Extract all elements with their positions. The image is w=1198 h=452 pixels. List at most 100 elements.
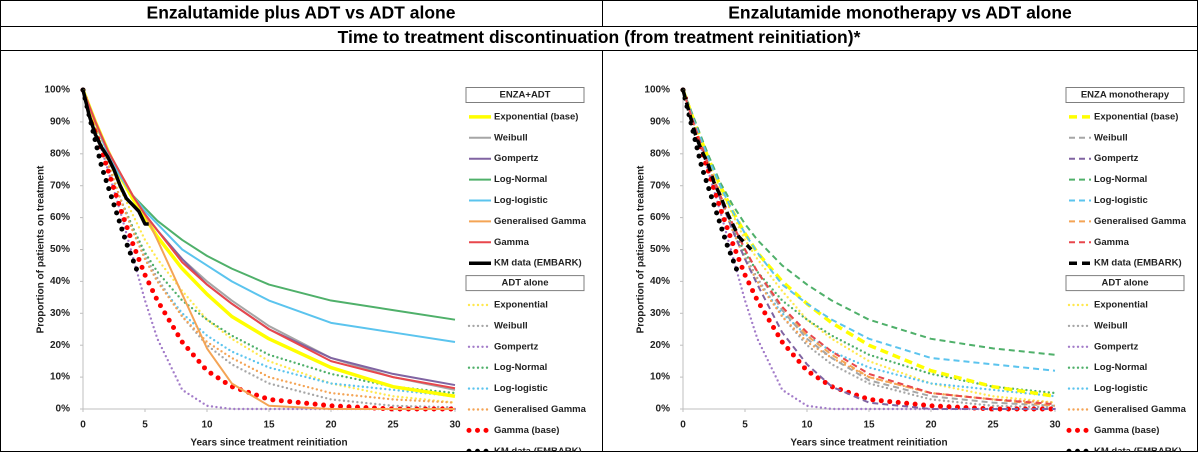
legend-heading-box <box>1065 87 1185 103</box>
y-tick-label: 0% <box>56 404 71 415</box>
legend-label: Exponential <box>494 300 548 311</box>
legend-label: Gamma (base) <box>1094 425 1159 436</box>
legend-label: Weibull <box>494 132 528 143</box>
y-tick-label: 20% <box>50 340 70 351</box>
y-tick-label: 0% <box>656 404 671 415</box>
x-axis-label: Years since treatment reinitiation <box>790 438 947 449</box>
x-tick-label: 5 <box>742 420 748 431</box>
legend-heading: ADT alone <box>502 278 549 289</box>
legend-heading: ENZA monotherapy <box>1081 90 1170 101</box>
series-line <box>681 89 1056 398</box>
series-line <box>82 89 456 390</box>
legend-label: Weibull <box>1094 132 1128 143</box>
y-tick-label: 80% <box>50 148 70 159</box>
legend-label: Generalised Gamma <box>494 216 587 227</box>
y-tick-label: 10% <box>50 372 70 383</box>
legend-heading-box <box>465 87 585 103</box>
series-line <box>81 89 456 398</box>
legend-label: Exponential <box>1094 300 1148 311</box>
legend-label: KM data (EMBARK) <box>494 258 582 269</box>
legend-label: Log-Normal <box>1094 174 1147 185</box>
x-axis-label: Years since treatment reinitiation <box>190 438 347 449</box>
x-tick-label: 20 <box>925 420 937 431</box>
legend-label: KM data (EMBARK) <box>1094 446 1182 452</box>
series-line <box>81 88 457 395</box>
x-tick-label: 5 <box>142 420 148 431</box>
y-tick-label: 40% <box>50 276 70 287</box>
legend-label: KM data (EMBARK) <box>1094 258 1182 269</box>
x-tick-label: 30 <box>1049 420 1061 431</box>
x-tick-label: 0 <box>680 420 686 431</box>
legend-label: Log-Normal <box>494 174 547 185</box>
series-line <box>682 89 1056 407</box>
series-line <box>681 89 753 251</box>
y-tick-label: 20% <box>650 340 670 351</box>
legend-label: Weibull <box>494 320 528 331</box>
legend-heading-box <box>465 275 585 292</box>
legend-label: Exponential (base) <box>1094 111 1178 122</box>
y-tick-label: 100% <box>644 85 670 96</box>
column-header: Enzalutamide plus ADT vs ADT alone <box>147 3 456 23</box>
series-line <box>81 88 457 398</box>
row-header: Time to treatment discontinuation (from … <box>338 27 861 47</box>
y-tick-label: 70% <box>50 180 70 191</box>
series-line <box>82 89 456 391</box>
legend-label: Weibull <box>1094 320 1128 331</box>
legend-label: Gompertz <box>1094 341 1139 352</box>
legend-label: Log-logistic <box>494 383 548 394</box>
legend-label: Log-logistic <box>1094 383 1148 394</box>
legend-heading: ENZA+ADT <box>500 90 551 101</box>
x-tick-label: 10 <box>201 420 213 431</box>
column-header: Enzalutamide monotherapy vs ADT alone <box>728 3 1072 23</box>
legend-label: Log-logistic <box>494 195 548 206</box>
x-tick-label: 25 <box>987 420 999 431</box>
series-line <box>682 89 1056 356</box>
series-line <box>80 87 458 412</box>
x-tick-label: 10 <box>801 420 813 431</box>
legend-label: Gamma (base) <box>494 425 559 436</box>
legend-label: Generalised Gamma <box>494 404 587 415</box>
legend-label: Generalised Gamma <box>1094 216 1187 227</box>
y-tick-label: 50% <box>50 244 70 255</box>
series-line <box>680 87 742 278</box>
y-tick-label: 70% <box>650 180 670 191</box>
legend-heading-box <box>1065 275 1185 292</box>
legend-label: Exponential (base) <box>494 111 578 122</box>
y-tick-label: 90% <box>50 117 70 128</box>
legend-label: Gamma <box>1094 237 1130 248</box>
x-tick-label: 25 <box>387 420 399 431</box>
y-axis-label: Proportion of patients on treatment <box>636 165 647 333</box>
series-line <box>681 88 1057 411</box>
legend-label: Generalised Gamma <box>1094 404 1187 415</box>
legend-heading: ADT alone <box>1102 278 1149 289</box>
y-tick-label: 90% <box>650 117 670 128</box>
y-tick-label: 30% <box>50 308 70 319</box>
x-tick-label: 30 <box>449 420 461 431</box>
y-tick-label: 10% <box>650 372 670 383</box>
x-tick-label: 15 <box>263 420 275 431</box>
y-tick-label: 30% <box>650 308 670 319</box>
series-line <box>81 88 457 404</box>
x-tick-label: 0 <box>80 420 86 431</box>
legend-label: Gompertz <box>494 153 539 164</box>
series-line <box>680 87 1058 412</box>
y-tick-label: 40% <box>650 276 670 287</box>
y-tick-label: 50% <box>650 244 670 255</box>
y-tick-label: 100% <box>44 85 70 96</box>
y-axis-label: Proportion of patients on treatment <box>36 165 47 333</box>
x-tick-label: 15 <box>863 420 875 431</box>
legend-label: Log-logistic <box>1094 195 1148 206</box>
series-line <box>81 89 149 226</box>
y-tick-label: 80% <box>650 148 670 159</box>
series-line <box>681 88 1057 398</box>
series-line <box>82 89 456 343</box>
legend-label: Log-Normal <box>494 362 547 373</box>
series-line <box>682 89 1056 372</box>
legend-label: Gompertz <box>1094 153 1139 164</box>
series-line <box>681 88 1057 395</box>
legend-label: KM data (EMBARK) <box>494 446 582 452</box>
y-tick-label: 60% <box>650 212 670 223</box>
x-tick-label: 20 <box>325 420 337 431</box>
series-line <box>80 87 142 278</box>
